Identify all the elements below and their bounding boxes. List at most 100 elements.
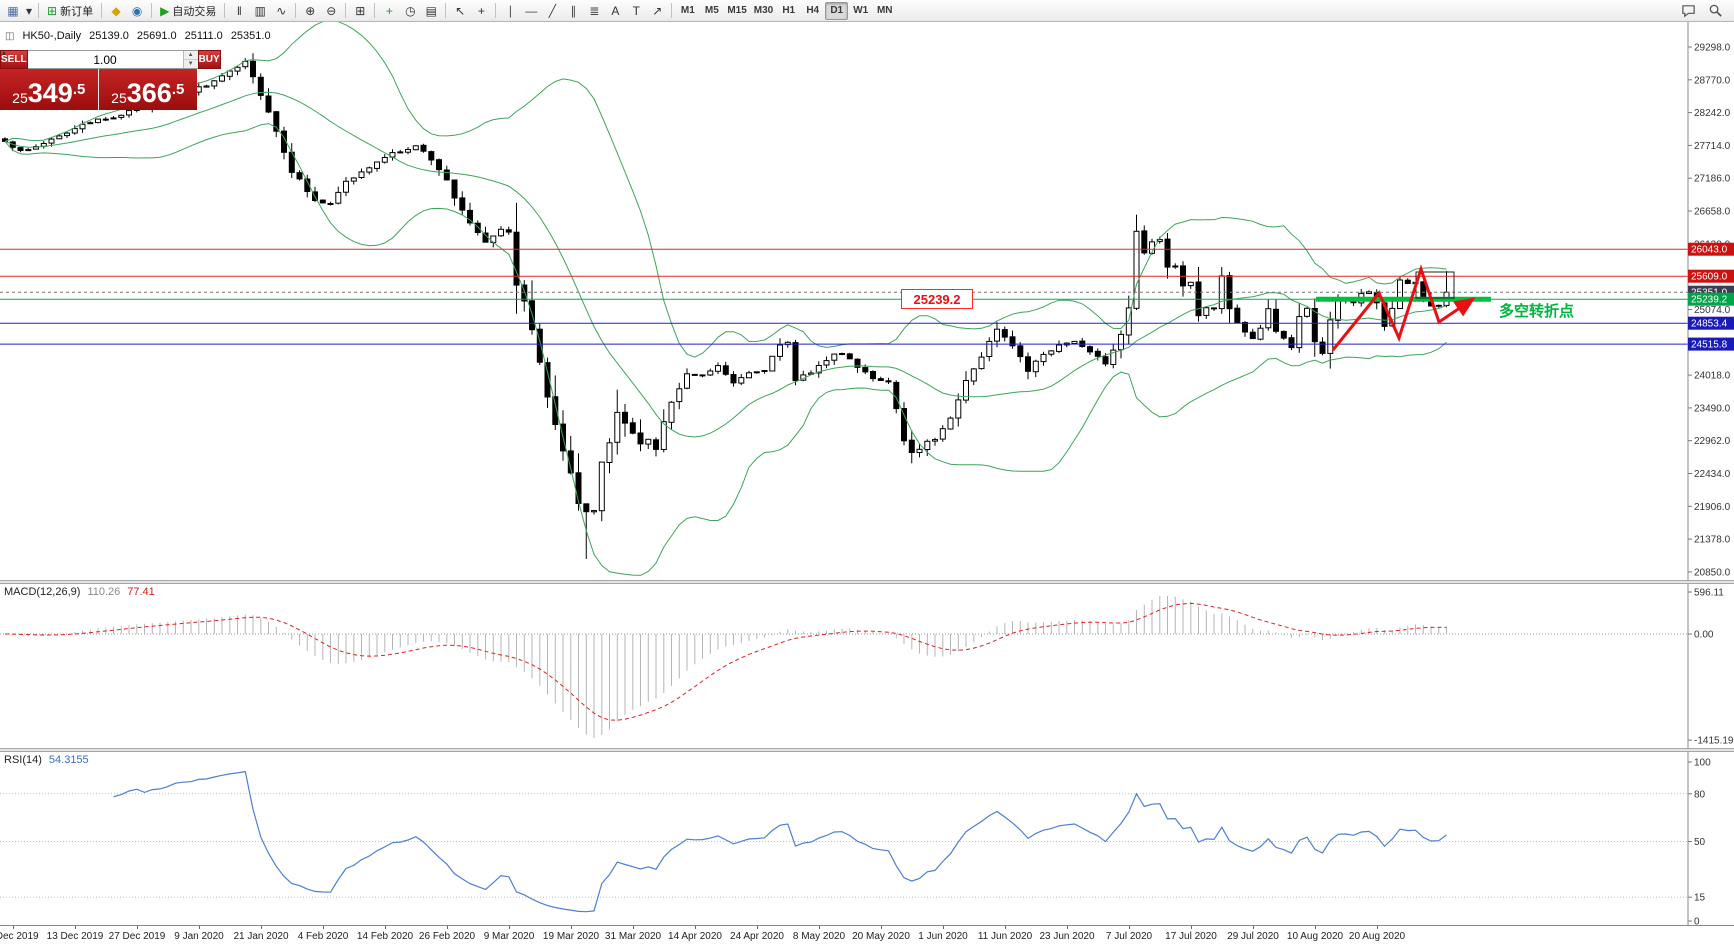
- timeframe-h1-label: H1: [782, 5, 796, 16]
- cursor-button-icon: ↖: [455, 3, 466, 18]
- buy-price[interactable]: 25 366.5: [98, 69, 197, 110]
- sell-price-pip: .5: [72, 81, 86, 98]
- zoom-in-button-icon: ⊕: [305, 3, 316, 18]
- date-axis-label: 17 Jul 2020: [1165, 931, 1217, 942]
- candlestick-chart-button[interactable]: ▥: [250, 2, 270, 20]
- timeframe-h4-label: H4: [806, 5, 820, 16]
- fibonacci-button[interactable]: ≣: [584, 2, 604, 20]
- tile-windows-button[interactable]: ⊞: [350, 2, 370, 20]
- svg-text:21906.0: 21906.0: [1694, 502, 1731, 513]
- periods-dropdown[interactable]: ◷: [400, 2, 420, 20]
- line-chart-button[interactable]: ∿: [271, 2, 291, 20]
- chart-info-line: ◫ HK50-,Daily 25139.0 25691.0 25111.0 25…: [5, 30, 271, 42]
- vertical-line-button-icon: ∣: [507, 3, 514, 18]
- zoom-out-button[interactable]: ⊖: [321, 2, 341, 20]
- timeframe-w1[interactable]: W1: [849, 2, 872, 20]
- timeframe-mn-label: MN: [876, 5, 893, 16]
- vertical-line-button[interactable]: ∣: [500, 2, 520, 20]
- date-tick: [881, 926, 882, 929]
- svg-text:28770.0: 28770.0: [1694, 75, 1731, 86]
- text-button-icon: A: [611, 3, 620, 18]
- timeframe-m1-label: M1: [680, 5, 695, 16]
- sell-price-prefix: 25: [12, 89, 28, 106]
- svg-text:23490.0: 23490.0: [1694, 403, 1731, 414]
- timeframe-w1-label: W1: [853, 5, 869, 16]
- svg-text:28242.0: 28242.0: [1694, 108, 1731, 119]
- toolbar-separator: [374, 3, 376, 18]
- trendline-button[interactable]: ╱: [542, 2, 562, 20]
- new-chart-button-icon: ▦: [7, 3, 19, 18]
- new-order-button-label: 新订单: [60, 5, 94, 18]
- timeframe-m15-label: M15: [727, 5, 747, 16]
- sell-price[interactable]: 25 349.5: [0, 69, 99, 110]
- date-axis[interactable]: 2 Dec 2019 13 Dec 2019 27 Dec 2019 9 Jan 20…: [0, 925, 1734, 945]
- new-order-button[interactable]: ⊞ 新订单: [43, 2, 97, 20]
- text-button[interactable]: A: [605, 2, 625, 20]
- date-tick: [13, 926, 14, 929]
- toolbar-separator: [495, 3, 497, 18]
- horizontal-line-button[interactable]: ―: [521, 2, 541, 20]
- cursor-button[interactable]: ↖: [450, 2, 470, 20]
- svg-text:27714.0: 27714.0: [1694, 141, 1731, 152]
- arrows-dropdown[interactable]: ↗: [647, 2, 667, 20]
- timeframe-h4[interactable]: H4: [801, 2, 824, 20]
- new-chart-dropdown[interactable]: ▾: [24, 2, 34, 20]
- indicators-button[interactable]: +: [379, 2, 399, 20]
- chat-button[interactable]: [1677, 2, 1700, 20]
- timeframe-m30[interactable]: M30: [751, 2, 776, 20]
- date-axis-label: 13 Dec 2019: [46, 931, 104, 942]
- lot-increase-icon[interactable]: ▲: [183, 51, 198, 60]
- symbol-period-label: HK50-,Daily: [22, 30, 82, 42]
- autotrading-button-icon: ▶: [160, 3, 170, 18]
- timeframe-mn[interactable]: MN: [873, 2, 896, 20]
- date-axis-label: 21 Jan 2020: [233, 931, 289, 942]
- timeframe-m15[interactable]: M15: [724, 2, 749, 20]
- svg-text:25074.0: 25074.0: [1694, 305, 1731, 316]
- toolbar-button-area: ▦ ▾ ⊞ 新订单 ◆ ◉ ▶ 自动交易 ‖ ▥ ∿ ⊕ ⊖ ⊞ + ◷ ▤ ↖ + ∣ ― ╱ ∥ ≣ A T ↗ M1 M5 M15 M…: [3, 1, 896, 20]
- search-button[interactable]: [1704, 2, 1727, 20]
- panel-separator-macd[interactable]: [0, 580, 1734, 584]
- one-click-collapse-icon[interactable]: ▴: [2, 48, 7, 57]
- toolbar-separator: [345, 3, 347, 18]
- svg-text:27186.0: 27186.0: [1694, 174, 1731, 185]
- date-tick: [1005, 926, 1006, 929]
- metaeditor-button[interactable]: ◆: [106, 2, 126, 20]
- svg-text:22962.0: 22962.0: [1694, 436, 1731, 447]
- date-tick: [261, 926, 262, 929]
- sell-button[interactable]: SELL: [0, 50, 28, 69]
- equidistant-channel-button[interactable]: ∥: [563, 2, 583, 20]
- price-chart-panel: 29298.0 28770.0 28242.0 27714.0 27186.0 26658…: [0, 22, 1734, 580]
- zoom-in-button[interactable]: ⊕: [300, 2, 320, 20]
- date-tick: [385, 926, 386, 929]
- svg-text:100: 100: [1694, 758, 1711, 769]
- date-axis-label: 8 May 2020: [792, 931, 846, 942]
- rsi-canvas[interactable]: 100 80 50 15 0: [0, 752, 1734, 925]
- autotrading-button[interactable]: ▶ 自动交易: [156, 2, 220, 20]
- date-axis-label: 27 Dec 2019: [108, 931, 166, 942]
- timeframe-m1[interactable]: M1: [676, 2, 699, 20]
- text-label-button[interactable]: T: [626, 2, 646, 20]
- price-chart-canvas[interactable]: 29298.0 28770.0 28242.0 27714.0 27186.0 26658…: [0, 22, 1734, 580]
- metaeditor-button-icon: ◆: [111, 3, 121, 18]
- lot-decrease-icon[interactable]: ▼: [183, 60, 198, 68]
- crosshair-button[interactable]: +: [471, 2, 491, 20]
- date-axis-label: 26 Feb 2020: [418, 931, 476, 942]
- timeframe-m5[interactable]: M5: [700, 2, 723, 20]
- templates-button[interactable]: ▤: [421, 2, 441, 20]
- date-tick: [1129, 926, 1130, 929]
- new-chart-button[interactable]: ▦: [3, 2, 23, 20]
- timeframe-d1[interactable]: D1: [825, 1, 849, 20]
- price-callout-box[interactable]: 25239.2: [901, 289, 973, 310]
- panel-separator-rsi[interactable]: [0, 748, 1734, 752]
- lot-size-input[interactable]: [27, 51, 183, 68]
- timeframe-h1[interactable]: H1: [777, 2, 800, 20]
- macd-canvas[interactable]: 596.11 0.00 -1415.19: [0, 584, 1734, 748]
- buy-button[interactable]: BUY: [197, 50, 221, 69]
- pivot-annotation-text[interactable]: 多空转折点: [1499, 303, 1575, 321]
- bar-chart-button[interactable]: ‖: [229, 2, 249, 20]
- date-axis-label: 19 Mar 2020: [542, 931, 600, 942]
- community-button[interactable]: ◉: [127, 2, 147, 20]
- indicators-button-icon: +: [385, 3, 393, 18]
- svg-text:50: 50: [1694, 837, 1706, 848]
